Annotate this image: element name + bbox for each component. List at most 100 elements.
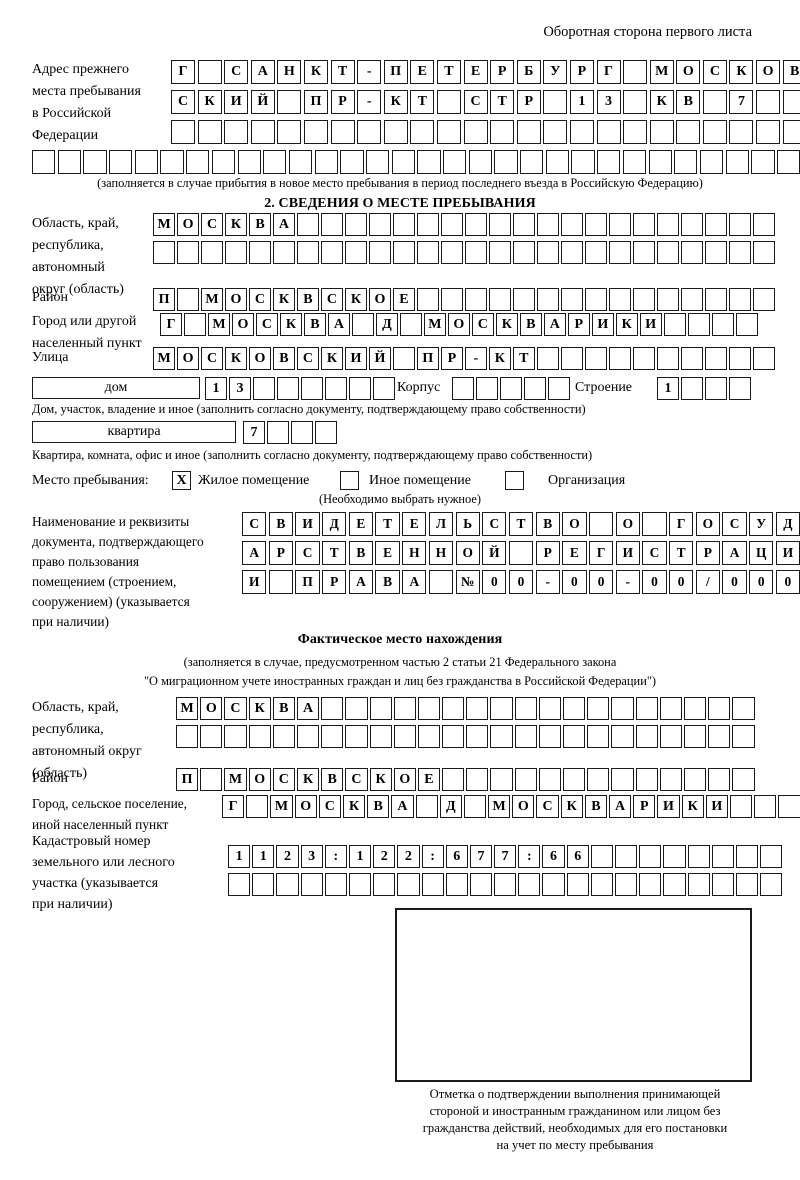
char-cell[interactable]: Г <box>669 512 694 536</box>
char-cell[interactable] <box>324 873 347 896</box>
char-cell[interactable]: К <box>560 795 583 818</box>
char-cell[interactable] <box>276 873 299 896</box>
char-cell[interactable] <box>440 241 463 264</box>
char-cell[interactable] <box>708 768 731 791</box>
char-cell[interactable]: И <box>657 795 680 818</box>
char-cell[interactable]: 1 <box>228 845 251 868</box>
char-cell[interactable] <box>224 725 247 748</box>
char-cell[interactable] <box>321 725 344 748</box>
char-cell[interactable] <box>508 541 534 565</box>
char-cell[interactable]: О <box>447 313 470 336</box>
char-cell[interactable]: Н <box>402 541 427 565</box>
char-cell[interactable]: : <box>324 845 347 868</box>
char-cell[interactable] <box>547 377 571 400</box>
char-cell[interactable]: К <box>681 795 704 818</box>
char-cell[interactable] <box>393 697 416 720</box>
char-cell[interactable]: О <box>695 512 720 536</box>
char-cell[interactable]: М <box>224 768 247 791</box>
char-cell[interactable] <box>760 873 783 896</box>
char-cell[interactable] <box>776 150 800 174</box>
char-cell[interactable]: Л <box>428 512 454 536</box>
char-cell[interactable]: О <box>393 768 416 791</box>
char-cell[interactable] <box>357 120 382 144</box>
char-cell[interactable] <box>611 725 634 748</box>
char-cell[interactable]: Т <box>410 90 435 114</box>
char-cell[interactable]: К <box>279 313 303 336</box>
char-cell[interactable] <box>683 697 707 720</box>
char-cell[interactable]: Е <box>410 60 435 84</box>
char-cell[interactable] <box>560 241 583 264</box>
char-cell[interactable]: К <box>296 768 320 791</box>
char-cell[interactable] <box>639 845 662 868</box>
char-cell[interactable]: Д <box>375 313 398 336</box>
char-cell[interactable]: 2 <box>276 845 299 868</box>
char-cell[interactable] <box>475 377 499 400</box>
char-cell[interactable]: К <box>729 60 754 84</box>
char-cell[interactable]: О <box>455 541 480 565</box>
char-cell[interactable] <box>635 725 658 748</box>
char-cell[interactable]: Р <box>440 347 463 370</box>
char-cell[interactable] <box>490 697 513 720</box>
char-cell[interactable] <box>699 150 724 174</box>
char-cell[interactable]: Р <box>569 60 594 84</box>
char-cell[interactable] <box>348 873 372 896</box>
char-cell[interactable]: № <box>455 570 480 594</box>
char-cell[interactable]: П <box>383 60 408 84</box>
char-cell[interactable] <box>288 150 313 174</box>
char-cell[interactable]: С <box>255 313 279 336</box>
char-cell[interactable] <box>560 213 583 236</box>
char-cell[interactable]: 3 <box>228 377 252 400</box>
char-cell[interactable]: С <box>482 512 507 536</box>
char-cell[interactable]: : <box>518 845 541 868</box>
char-cell[interactable] <box>756 120 781 144</box>
char-cell[interactable] <box>732 697 755 720</box>
char-cell[interactable]: С <box>200 213 224 236</box>
char-cell[interactable] <box>728 347 751 370</box>
char-cell[interactable]: С <box>200 347 224 370</box>
char-cell[interactable]: М <box>200 288 224 311</box>
char-cell[interactable] <box>704 241 727 264</box>
char-cell[interactable] <box>560 288 583 311</box>
char-cell[interactable]: О <box>512 795 535 818</box>
char-cell[interactable]: 6 <box>445 845 468 868</box>
char-cell[interactable]: Т <box>330 60 355 84</box>
char-cell[interactable] <box>246 795 269 818</box>
char-cell[interactable]: - <box>357 60 382 84</box>
char-cell[interactable] <box>464 241 487 264</box>
char-cell[interactable] <box>197 120 222 144</box>
char-cell[interactable] <box>536 347 559 370</box>
char-cell[interactable] <box>729 120 754 144</box>
char-cell[interactable] <box>659 697 682 720</box>
char-cell[interactable] <box>300 873 323 896</box>
char-cell[interactable] <box>648 150 672 174</box>
checkbox-zhiloe-pomeshchenie[interactable]: X <box>172 471 191 490</box>
char-cell[interactable] <box>615 873 638 896</box>
char-cell[interactable] <box>228 873 251 896</box>
char-cell[interactable]: 7 <box>243 421 266 444</box>
char-cell[interactable] <box>732 725 755 748</box>
char-cell[interactable]: О <box>248 347 272 370</box>
char-cell[interactable] <box>782 90 800 114</box>
char-cell[interactable] <box>468 150 492 174</box>
char-cell[interactable] <box>590 873 613 896</box>
char-cell[interactable] <box>656 347 679 370</box>
char-cell[interactable]: И <box>295 512 320 536</box>
char-cell[interactable]: Т <box>375 512 400 536</box>
char-cell[interactable]: К <box>248 697 271 720</box>
char-cell[interactable] <box>584 288 607 311</box>
char-cell[interactable] <box>632 347 655 370</box>
char-cell[interactable]: В <box>782 60 800 84</box>
char-cell[interactable] <box>330 120 355 144</box>
char-cell[interactable]: М <box>270 795 293 818</box>
char-cell[interactable]: О <box>231 313 255 336</box>
char-cell[interactable] <box>160 150 184 174</box>
char-cell[interactable]: И <box>591 313 614 336</box>
char-cell[interactable]: П <box>153 288 176 311</box>
char-cell[interactable] <box>687 845 710 868</box>
char-cell[interactable] <box>32 150 56 174</box>
char-cell[interactable]: В <box>584 795 607 818</box>
char-cell[interactable]: Б <box>516 60 541 84</box>
char-cell[interactable]: С <box>171 90 195 114</box>
